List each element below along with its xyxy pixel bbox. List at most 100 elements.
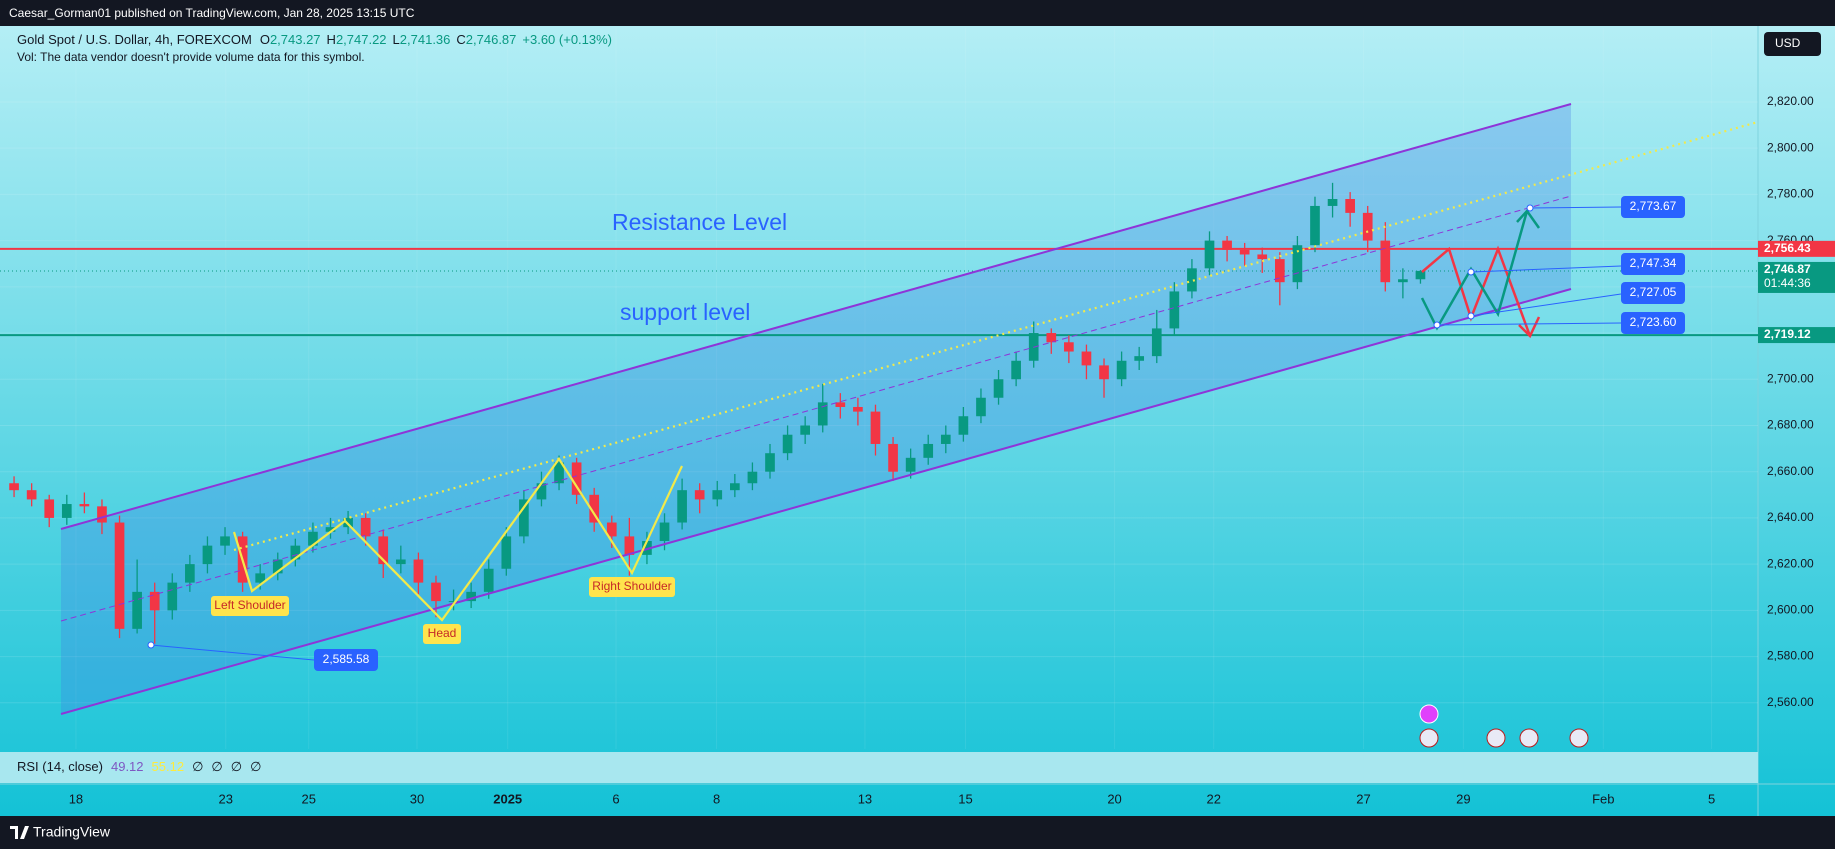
candle-body	[149, 591, 160, 611]
ohlc-value: 2,741.36	[400, 32, 451, 47]
event-icon[interactable]	[1419, 704, 1439, 724]
x-tick-label: 18	[69, 791, 83, 806]
pattern-label: Left Shoulder	[214, 598, 285, 612]
symbol-header: Gold Spot / U.S. Dollar, 4h, FOREXCOM O2,…	[17, 32, 612, 47]
candle-body	[1257, 254, 1268, 260]
candle-body	[272, 559, 283, 574]
price-callout	[1621, 312, 1685, 334]
y-tick-label: 2,700.00	[1767, 371, 1814, 385]
y-tick-label: 2,580.00	[1767, 649, 1814, 663]
y-tick-label: 2,600.00	[1767, 603, 1814, 617]
y-tick-label: 2,800.00	[1767, 140, 1814, 154]
ohlc-value: 2,746.87	[466, 32, 517, 47]
x-tick-label: 20	[1107, 791, 1121, 806]
candles-layer	[9, 182, 1426, 644]
candle-body	[1310, 205, 1320, 246]
level-tag	[1758, 240, 1835, 257]
candle-body	[519, 499, 529, 537]
candle-body	[730, 483, 740, 491]
axes-layer: 2,560.00 2,580.00 2,600.00 2,620.00 2,640.00…	[69, 94, 1835, 806]
candle-body	[923, 443, 934, 458]
candle-body	[343, 517, 353, 528]
candle-body	[853, 406, 863, 412]
price-callout-label: 2,723.60	[1630, 315, 1677, 329]
candle-body	[1380, 240, 1391, 283]
price-callout-label: 2,773.67	[1630, 199, 1677, 213]
last-price-tag	[1758, 261, 1835, 293]
candle-body	[1099, 365, 1109, 380]
channel-mid	[60, 195, 1572, 622]
anchor	[1467, 268, 1475, 276]
candle-body	[1415, 270, 1426, 280]
ohlc-key: C	[456, 32, 465, 47]
channel-upper	[60, 103, 1572, 530]
candle-body	[114, 522, 125, 629]
x-tick-label: 5	[1708, 791, 1715, 806]
footer-bar	[0, 816, 1835, 849]
y-tick-label: 2,680.00	[1767, 418, 1814, 432]
candle-body	[395, 559, 406, 565]
countdown: 01:44:36	[1764, 276, 1811, 290]
anchor	[147, 641, 155, 649]
pattern-tag	[211, 596, 289, 616]
rsi-empty: ∅	[231, 759, 242, 774]
pattern-label: Right Shoulder	[592, 579, 671, 593]
candle-body	[185, 564, 195, 583]
event-icon[interactable]	[1486, 728, 1506, 748]
level-tag-label: 2,719.12	[1764, 327, 1811, 341]
anchor	[1526, 204, 1534, 212]
candle-body	[1116, 360, 1127, 380]
candle-body	[26, 490, 37, 500]
candle-body	[905, 457, 916, 472]
x-tick-label: 29	[1456, 791, 1470, 806]
candle-body	[782, 434, 793, 454]
publisher: Caesar_Gorman01 published on TradingView…	[9, 6, 415, 20]
level-name: support level	[620, 299, 750, 325]
ohlc-key: O	[260, 32, 270, 47]
y-tick-label: 2,780.00	[1767, 187, 1814, 201]
candle-body	[483, 568, 494, 592]
candle-body	[413, 559, 424, 583]
level-name: Resistance Level	[612, 209, 787, 235]
pointer-line	[1470, 293, 1622, 317]
candle-body	[202, 545, 213, 565]
arrow-green	[1516, 209, 1541, 229]
arrow-red	[1518, 316, 1541, 339]
logo	[10, 826, 29, 839]
ohlc-key: H	[327, 32, 336, 47]
candle-body	[642, 541, 652, 555]
pattern-tag	[423, 624, 461, 644]
x-tick-label: 22	[1206, 791, 1220, 806]
event-icon[interactable]	[1519, 728, 1539, 748]
candle-body	[765, 453, 775, 472]
candle-body	[958, 416, 969, 435]
candle-body	[448, 601, 459, 603]
event-icon[interactable]	[1569, 728, 1589, 748]
candle-body	[976, 397, 986, 417]
pointer-line	[150, 644, 315, 661]
rsi-value: 55.12	[152, 759, 185, 774]
rsi-title: RSI (14, close)	[17, 759, 103, 774]
candle-body	[677, 490, 687, 523]
candle-body	[747, 471, 758, 484]
candle-body	[1292, 245, 1303, 283]
ohlc-key: L	[393, 32, 400, 47]
level-tag	[1758, 327, 1835, 344]
level-tag-label: 2,756.43	[1764, 241, 1811, 255]
candle-body	[1345, 199, 1355, 213]
candle-body	[308, 531, 318, 546]
currency-button[interactable]	[1764, 32, 1821, 56]
rsi-pane	[0, 752, 1758, 783]
anchor	[1433, 321, 1441, 329]
anchor	[1467, 312, 1475, 320]
x-tick-label: 27	[1356, 791, 1370, 806]
event-icon[interactable]	[1419, 728, 1439, 748]
pointer-line	[1470, 265, 1622, 273]
candle-body	[1064, 342, 1074, 352]
pointer-line	[1436, 322, 1622, 326]
candle-body	[378, 536, 389, 565]
candle-body	[1081, 351, 1092, 366]
candle-body	[1011, 360, 1021, 380]
y-tick-label: 2,640.00	[1767, 510, 1814, 524]
candle-body	[571, 462, 582, 495]
